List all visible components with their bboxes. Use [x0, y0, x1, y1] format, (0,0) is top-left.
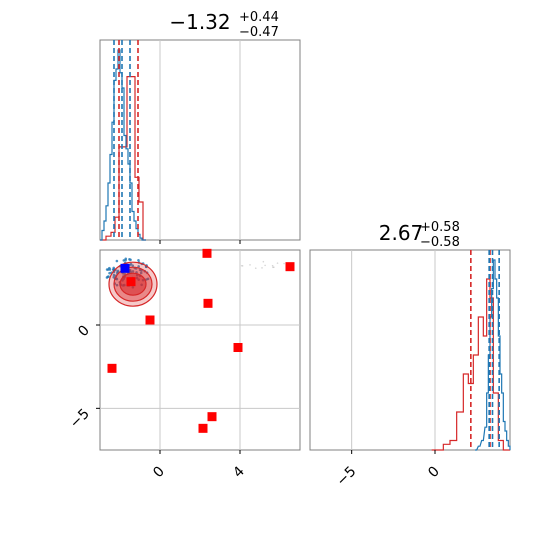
posterior-sample [271, 264, 274, 267]
title-value: −1.32 [169, 10, 230, 34]
posterior-sample [131, 270, 135, 273]
posterior-sample [105, 268, 109, 271]
red-square-point [198, 423, 208, 433]
posterior-sample [283, 262, 285, 265]
posterior-sample [131, 264, 135, 268]
posterior-sample [108, 271, 111, 275]
title-lower-error: −0.47 [239, 25, 279, 40]
posterior-sample [112, 273, 116, 277]
title-lower-error: −0.58 [420, 235, 460, 250]
title-upper-error: +0.44 [239, 10, 279, 25]
posterior-sample [116, 270, 119, 274]
title-value: 2.67 [379, 221, 424, 245]
x-tick-label: −5 [334, 464, 360, 490]
red-square-point [203, 298, 213, 308]
posterior-sample [276, 262, 279, 264]
posterior-sample [240, 264, 243, 267]
posterior-sample [249, 264, 251, 266]
posterior-sample [137, 258, 140, 262]
x-tick-label: 0 [425, 464, 443, 482]
panel-title-top-left: −1.32 [169, 10, 230, 34]
posterior-sample [115, 259, 119, 263]
red-histogram [431, 278, 510, 451]
posterior-sample [264, 264, 266, 267]
red-histogram-step [431, 278, 510, 451]
blue-histogram-step [475, 259, 511, 451]
posterior-sample [273, 266, 275, 269]
panel-frame [99, 39, 301, 241]
panel-title-bottom-right: 2.67 [379, 221, 424, 245]
title-upper-error: +0.58 [420, 220, 460, 235]
red-square-point [207, 412, 217, 422]
red-square-point [233, 343, 243, 352]
y-tick-labels: 0 −5 [67, 323, 100, 432]
posterior-sample [115, 283, 119, 287]
x-tick-label: 4 [230, 463, 248, 481]
grid-lines [351, 250, 436, 450]
red-square-point [107, 363, 117, 373]
posterior-sample [105, 276, 109, 279]
red-square-point [145, 315, 155, 325]
red-square-point [126, 277, 136, 287]
x-tick-marks [159, 240, 241, 244]
quantile-lines [470, 250, 500, 450]
red-square-point [285, 262, 295, 272]
red-histogram-step [100, 76, 146, 241]
panel-top-left-histogram: −1.32 +0.44 −0.47 [99, 10, 301, 241]
panel-frame [309, 249, 511, 451]
red-square-point [202, 248, 212, 258]
posterior-sample [108, 268, 112, 271]
quantile-lines [113, 40, 139, 240]
posterior-sample [139, 271, 143, 275]
posterior-sample [262, 260, 265, 263]
red-histogram [100, 76, 146, 241]
y-tick-label: −5 [67, 406, 93, 432]
grid-lines [159, 40, 241, 240]
y-tick-label: 0 [75, 323, 93, 341]
posterior-sample [129, 258, 132, 262]
posterior-sample [124, 257, 128, 261]
posterior-sample [254, 267, 257, 269]
blue-square-point [120, 263, 130, 273]
x-tick-labels: −5 0 [334, 450, 443, 489]
blue-histogram [475, 259, 511, 451]
scatter-points [107, 248, 295, 433]
posterior-sample [261, 267, 263, 269]
x-tick-label: 0 [150, 464, 168, 482]
panel-bottom-right-histogram: −5 0 2.67 +0.58 −0.58 [309, 220, 511, 489]
